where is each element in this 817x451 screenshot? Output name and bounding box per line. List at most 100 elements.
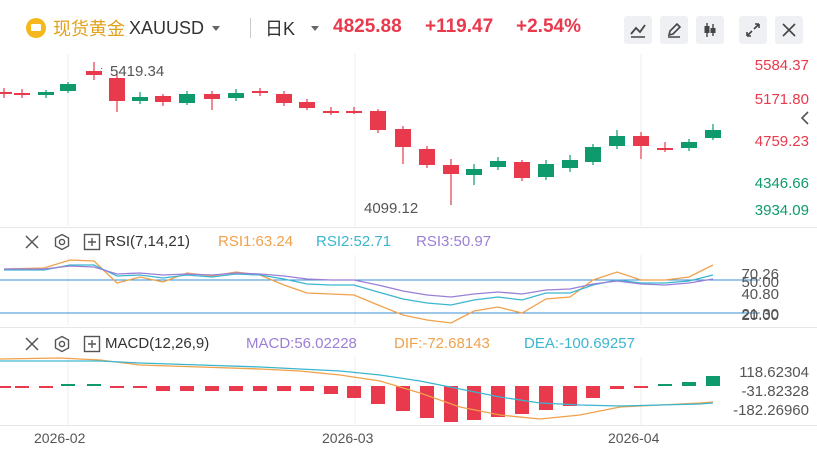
time-axis: 2026-02 2026-03 2026-04 bbox=[0, 425, 817, 451]
price-axis-label: 4346.66 bbox=[754, 175, 809, 192]
macd-axis-label: 118.62304 bbox=[739, 364, 809, 381]
price-axis-label: 5584.37 bbox=[754, 57, 809, 74]
dropdown-caret-icon bbox=[212, 25, 221, 31]
candle-down bbox=[370, 111, 386, 130]
rsi-axis-label: 21.30 bbox=[741, 306, 779, 323]
candle-down bbox=[419, 149, 435, 165]
macd-histogram-bar bbox=[229, 386, 243, 391]
add-panel-icon[interactable] bbox=[83, 335, 101, 353]
rsi-header: RSI(7,14,21) RSI1:63.24 RSI2:52.71 RSI3:… bbox=[0, 230, 817, 254]
high-price-marker: 5419.34 bbox=[110, 63, 165, 80]
pencil-icon bbox=[667, 22, 682, 38]
candle-up bbox=[490, 161, 506, 167]
candle-down bbox=[633, 136, 649, 146]
rsi1-value: RSI1:63.24 bbox=[218, 233, 294, 250]
macd-chart[interactable] bbox=[0, 357, 817, 425]
rsi-axis-label: 50.00 bbox=[741, 274, 779, 291]
macd-histogram-bar bbox=[706, 376, 720, 386]
macd-title: MACD(12,26,9) bbox=[105, 335, 210, 352]
settings-icon[interactable] bbox=[53, 335, 71, 353]
gold-bar-icon bbox=[26, 18, 46, 38]
macd-axis: 118.62304 -31.82328 -182.26960 bbox=[0, 357, 817, 425]
macd-histogram-bar bbox=[347, 386, 361, 398]
macd-histogram-bar bbox=[634, 386, 648, 388]
rsi-axis-label: 70.26 bbox=[741, 266, 779, 283]
candle-down bbox=[443, 165, 459, 174]
candle-up bbox=[705, 130, 721, 138]
last-price: 4825.88 bbox=[333, 16, 402, 37]
high-marker-dots: · bbox=[100, 63, 104, 74]
candle-up bbox=[562, 160, 578, 168]
dropdown-caret-icon bbox=[311, 25, 320, 31]
candle-down bbox=[657, 148, 673, 150]
symbol-selector[interactable]: 现货黄金 XAUUSD bbox=[53, 16, 221, 40]
add-panel-icon[interactable] bbox=[83, 233, 101, 251]
dif-value: DIF:-72.68143 bbox=[394, 335, 490, 352]
symbol-name-cn: 现货黄金 bbox=[53, 19, 125, 39]
edit-button[interactable] bbox=[660, 16, 688, 44]
price-axis: 5584.37 5171.80 4759.23 4346.66 3934.09 bbox=[0, 54, 817, 226]
candle-down bbox=[0, 92, 12, 94]
fullscreen-button[interactable] bbox=[739, 16, 767, 44]
dea-line bbox=[0, 360, 714, 407]
rsi-axis: 70.26 50.00 40.80 21.30 20.00 bbox=[0, 255, 817, 325]
draw-line-icon bbox=[630, 24, 646, 38]
rsi3-line bbox=[4, 265, 714, 298]
macd-histogram-bar bbox=[610, 386, 624, 389]
chart-header: 现货黄金 XAUUSD 日K 4825.88 +119.47 +2.54% bbox=[0, 0, 817, 54]
rsi2-line bbox=[4, 264, 714, 306]
remove-panel-icon[interactable] bbox=[24, 336, 40, 352]
candle-style-button[interactable] bbox=[696, 16, 724, 44]
rsi-axis-label: 40.80 bbox=[741, 286, 779, 303]
price-axis-label: 5171.80 bbox=[754, 91, 809, 108]
candle-down bbox=[109, 78, 125, 101]
header-divider bbox=[250, 18, 251, 38]
macd-histogram-bar bbox=[156, 386, 170, 391]
candle-down bbox=[14, 93, 30, 95]
collapse-sidebar-button[interactable] bbox=[795, 103, 815, 133]
close-chart-button[interactable] bbox=[775, 16, 803, 44]
rsi-chart[interactable] bbox=[0, 255, 817, 325]
candle-down bbox=[252, 91, 268, 93]
price-chart[interactable] bbox=[0, 54, 817, 226]
macd-histogram-bar bbox=[110, 386, 124, 388]
collapse-right-icon bbox=[800, 111, 809, 125]
price-change: +119.47 bbox=[425, 16, 494, 37]
macd-histogram-bar bbox=[133, 386, 147, 388]
price-axis-label: 3934.09 bbox=[754, 202, 809, 219]
macd-histogram-bar bbox=[682, 382, 696, 386]
rsi-axis-label: 20.00 bbox=[741, 307, 779, 324]
macd-histogram-bar bbox=[61, 384, 75, 386]
macd-histogram-bar bbox=[371, 386, 385, 404]
fullscreen-icon bbox=[746, 23, 760, 37]
candle-up bbox=[538, 164, 554, 177]
rsi3-value: RSI3:50.97 bbox=[416, 233, 492, 250]
macd-histogram-bar bbox=[563, 386, 577, 406]
candle-down bbox=[514, 162, 530, 178]
candle-up bbox=[179, 94, 195, 103]
candle-down bbox=[395, 129, 411, 147]
macd-value: MACD:56.02228 bbox=[246, 335, 357, 352]
dif-line bbox=[0, 357, 714, 420]
candle-up bbox=[609, 136, 625, 146]
candle-up bbox=[681, 142, 697, 148]
rsi-title: RSI(7,14,21) bbox=[105, 233, 191, 250]
macd-histogram-bar bbox=[324, 386, 338, 394]
candle-down bbox=[276, 94, 292, 103]
settings-icon[interactable] bbox=[53, 233, 71, 251]
draw-line-button[interactable] bbox=[624, 16, 652, 44]
candle-up bbox=[132, 97, 148, 101]
candle-style-icon bbox=[704, 23, 716, 37]
macd-histogram-bar bbox=[658, 384, 672, 386]
macd-histogram-bar bbox=[39, 386, 53, 388]
macd-histogram-bar bbox=[277, 386, 291, 391]
macd-axis-label: -31.82328 bbox=[741, 383, 809, 400]
price-axis-label: 4759.23 bbox=[754, 133, 809, 150]
macd-axis-label: -182.26960 bbox=[733, 402, 809, 419]
remove-panel-icon[interactable] bbox=[24, 234, 40, 250]
close-icon bbox=[782, 23, 796, 37]
price-change-percent: +2.54% bbox=[516, 16, 581, 37]
candle-down bbox=[204, 94, 220, 99]
timeframe-selector[interactable]: 日K bbox=[265, 16, 320, 40]
candle-down bbox=[86, 71, 102, 75]
